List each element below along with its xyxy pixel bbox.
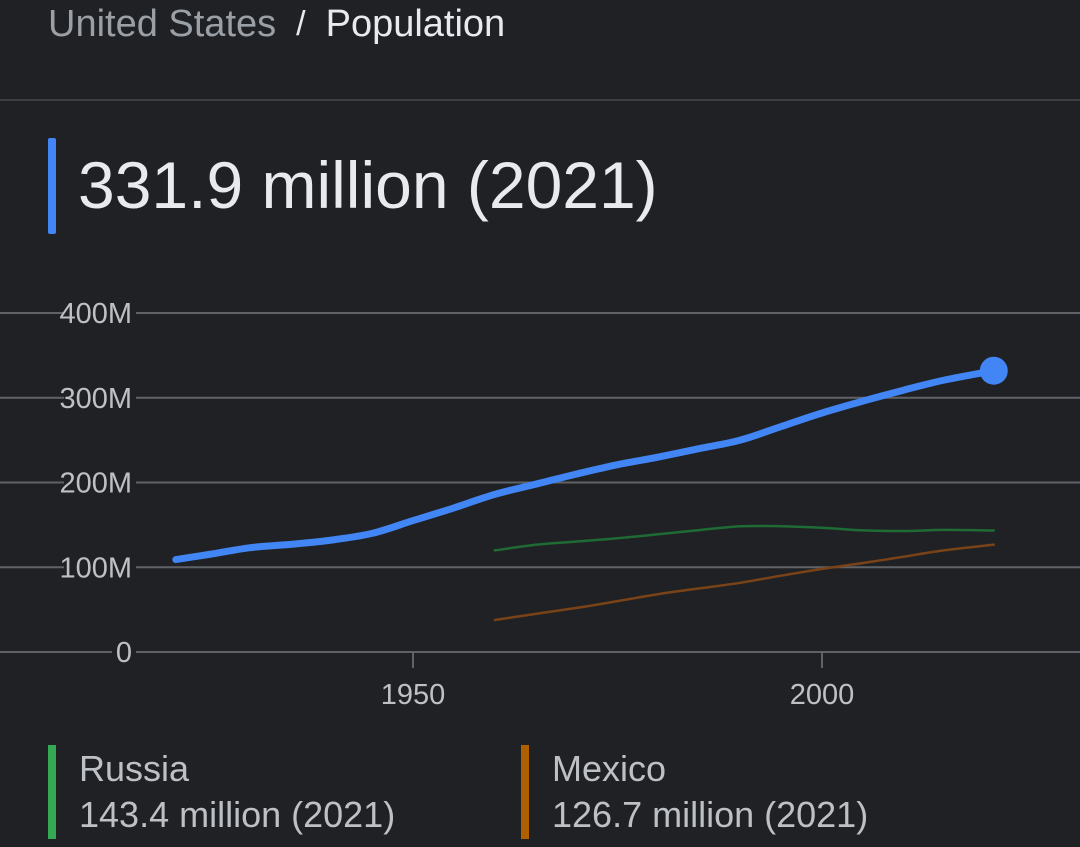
- legend-color-bar: [521, 745, 529, 839]
- breadcrumb: United States / Population: [48, 0, 505, 48]
- headline-value: 331.9 million (2021): [78, 148, 658, 222]
- breadcrumb-parent-link[interactable]: United States: [48, 2, 277, 45]
- y-tick-label: 200M: [59, 468, 132, 500]
- legend-value: 143.4 million (2021): [79, 794, 396, 835]
- x-tick-label: 2000: [790, 679, 855, 711]
- main-series-color-bar: [48, 138, 56, 234]
- series-line-united-states: [172, 367, 998, 564]
- series-line-mexico: [493, 543, 996, 622]
- legend-color-bar: [48, 745, 56, 839]
- series-line-russia: [493, 524, 996, 552]
- series-endpoint-united-states: [979, 356, 1008, 385]
- y-tick-label: 400M: [59, 298, 132, 330]
- y-tick-label: 0: [116, 637, 132, 669]
- x-tick-label: 1950: [381, 679, 446, 711]
- legend-value: 126.7 million (2021): [552, 794, 869, 835]
- y-tick-label: 300M: [59, 383, 132, 415]
- legend-name: Russia: [79, 748, 190, 789]
- breadcrumb-separator: /: [296, 4, 306, 43]
- legend-name: Mexico: [552, 748, 667, 789]
- header-divider: [0, 99, 1080, 101]
- breadcrumb-current: Population: [325, 2, 506, 45]
- y-tick-label: 100M: [59, 552, 132, 584]
